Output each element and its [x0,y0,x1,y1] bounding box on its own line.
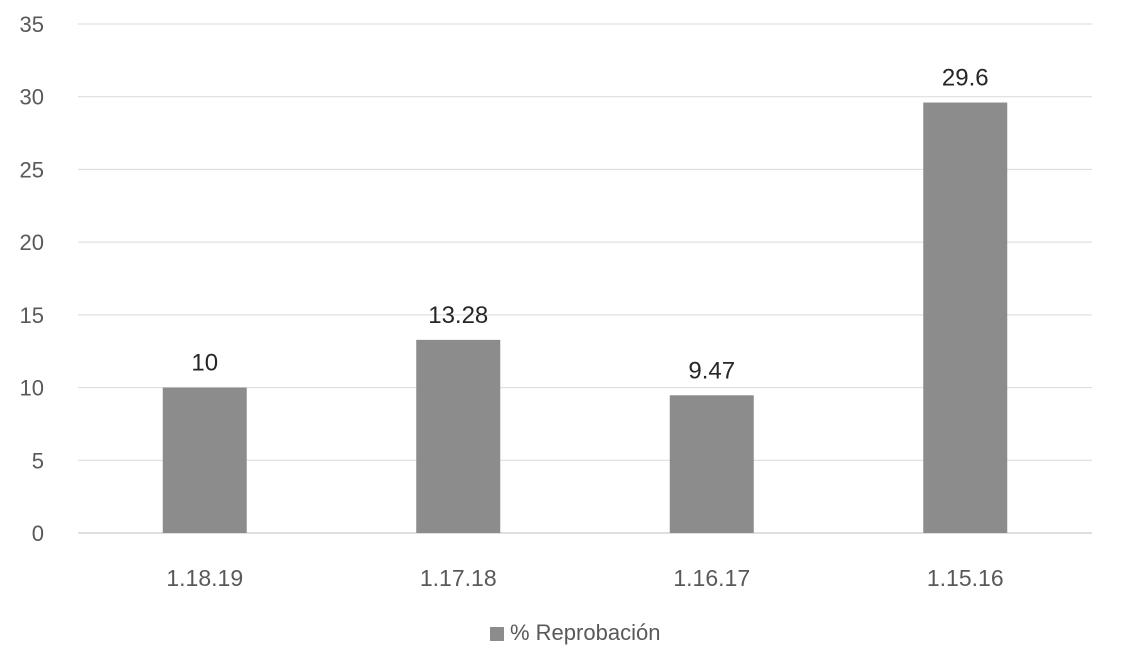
bar-1.16.17 [669,395,754,533]
y-tick-label: 5 [32,448,44,473]
data-label: 9.47 [688,357,735,384]
y-tick-label: 20 [20,230,44,255]
x-axis-categories: 1.18.19 1.17.18 1.16.17 1.15.16 [166,565,1003,591]
y-tick-label: 35 [20,12,44,37]
data-label: 13.28 [428,302,488,329]
y-axis-ticks: 0 5 10 15 20 25 30 35 [20,12,44,546]
gridlines [78,23,1092,534]
x-category-label: 1.15.16 [927,565,1004,591]
bar-1.15.16 [923,102,1008,533]
data-labels: 10 13.28 9.47 29.6 [191,65,988,385]
y-tick-label: 0 [32,521,44,546]
legend: % Reprobación [490,620,660,645]
x-category-label: 1.16.17 [673,565,750,591]
y-tick-label: 25 [20,157,44,182]
y-tick-label: 15 [20,303,44,328]
data-label: 29.6 [942,65,989,92]
bars [162,102,1008,533]
x-category-label: 1.18.19 [166,565,243,591]
x-category-label: 1.17.18 [420,565,497,591]
legend-swatch [490,627,504,641]
y-tick-label: 30 [20,85,44,110]
bar-1.18.19 [162,387,247,533]
y-tick-label: 10 [20,376,44,401]
data-label: 10 [191,350,218,377]
legend-label: % Reprobación [510,620,660,645]
bar-1.17.18 [416,339,501,533]
